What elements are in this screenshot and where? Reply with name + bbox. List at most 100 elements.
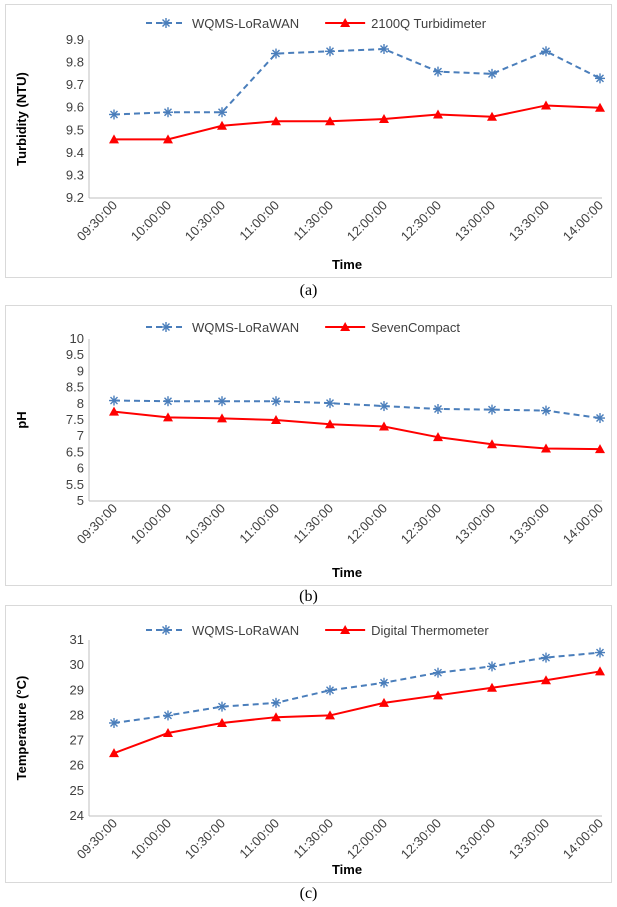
x-tick-label: 12:30:00 — [398, 501, 444, 547]
series-2-point — [379, 697, 389, 707]
y-axis-label: Turbidity (NTU) — [14, 72, 29, 166]
series-2-point — [325, 419, 335, 429]
series-1-point — [433, 403, 443, 414]
series-2-point — [163, 728, 173, 738]
series-line-1 — [113, 399, 601, 420]
y-tick-label: 9.3 — [66, 167, 84, 182]
y-tick-label: 25 — [70, 783, 84, 798]
x-tick-label: 14:00:00 — [560, 501, 606, 547]
y-tick-label: 26 — [70, 758, 84, 773]
series-2-point — [163, 412, 173, 422]
x-tick-label: 13:00:00 — [452, 501, 498, 547]
series-2-point — [433, 432, 443, 442]
y-tick-label: 6 — [77, 461, 84, 476]
series-1-point — [163, 710, 173, 721]
x-tick-label: 11:30:00 — [290, 501, 336, 547]
y-tick-label: 6.5 — [66, 444, 84, 459]
x-tick-label: 11:30:00 — [290, 198, 336, 244]
x-tick-label: 10:00:00 — [128, 198, 174, 244]
x-tick-label: 12:30:00 — [398, 198, 444, 244]
legend-marker-1 — [161, 322, 171, 332]
x-tick-label: 10:00:00 — [128, 501, 174, 547]
series-2-point — [217, 413, 227, 423]
y-tick-label: 9.6 — [66, 100, 84, 115]
series-1-point — [271, 48, 281, 59]
x-axis-label: Time — [332, 862, 362, 877]
x-tick-label: 10:30:00 — [182, 816, 228, 862]
series-2-point — [433, 109, 443, 119]
series-1-point — [433, 66, 443, 77]
x-tick-label: 13:30:00 — [506, 816, 552, 862]
series-2-point — [487, 439, 497, 449]
y-tick-label: 8 — [77, 396, 84, 411]
series-1-point — [487, 68, 497, 79]
series-2-point — [217, 717, 227, 727]
x-tick-label: 10:30:00 — [182, 198, 228, 244]
temperature-chart-panel: 24 25 26 27 28 29 30 31 09:30:00 10:00:00 10:30:00… — [5, 605, 612, 883]
y-tick-label: 9 — [77, 363, 84, 378]
x-tick-label: 13:30:00 — [506, 501, 552, 547]
x-axis-label: Time — [332, 565, 362, 580]
y-tick-label: 9.5 — [66, 122, 84, 137]
legend-label-2: SevenCompact — [371, 320, 460, 335]
x-tick-label: 11:00:00 — [236, 198, 282, 244]
y-tick-label: 31 — [70, 632, 84, 647]
legend-marker-2 — [340, 625, 351, 634]
x-tick-label: 13:30:00 — [506, 198, 552, 244]
y-tick-label: 8.5 — [66, 380, 84, 395]
y-tick-label: 9.8 — [66, 55, 84, 70]
series-2-point — [271, 415, 281, 424]
series-1-point — [325, 398, 335, 409]
x-tick-label: 13:00:00 — [452, 816, 498, 862]
series-2-point — [163, 134, 173, 144]
series-2-point — [487, 111, 497, 121]
caption-b: (b) — [299, 588, 318, 605]
y-tick-label: 9.5 — [66, 347, 84, 362]
y-tick-label: 24 — [70, 808, 84, 823]
legend-marker-1 — [161, 625, 171, 635]
legend-label-1: WQMS-LoRaWAN — [192, 320, 299, 335]
series-2-point — [595, 444, 605, 454]
y-tick-label: 30 — [70, 657, 84, 672]
turbidity-chart: 9.29.39.49.59.69.79.89.909:30:00 10:00:00… — [14, 16, 606, 272]
x-tick-label: 10:00:00 — [128, 816, 174, 862]
y-tick-label: 5 — [77, 493, 84, 508]
y-tick-label: 9.2 — [66, 190, 84, 205]
series-1-point — [541, 652, 551, 663]
series-1-point — [433, 667, 443, 678]
y-tick-label: 9.7 — [66, 77, 84, 92]
legend-marker-1 — [161, 18, 171, 28]
legend-label-2: 2100Q Turbidimeter — [371, 16, 487, 31]
series-2-point — [595, 666, 605, 676]
series-1-point — [271, 697, 281, 708]
series-2-point — [271, 712, 281, 722]
series-2-point — [109, 406, 119, 416]
series-1-point — [325, 685, 335, 696]
series-1-point — [541, 405, 551, 416]
y-axis-label: pH — [14, 411, 29, 428]
turbidity-chart-panel: 9.2 9.3 9.4 9.5 9.6 9.7 9.8 9.9 09:30:00 10:00:00… — [5, 4, 612, 278]
legend-marker-2 — [340, 322, 351, 331]
x-tick-label: 14:00:00 — [560, 816, 606, 862]
caption-a: (a) — [299, 282, 318, 299]
series-1-point — [379, 44, 389, 55]
series-1-point — [163, 396, 173, 407]
series-line-2 — [113, 410, 601, 451]
legend-label-2: Digital Thermometer — [371, 623, 489, 638]
series-1-point — [595, 413, 605, 424]
series-2-point — [109, 748, 119, 758]
series-2-point — [325, 710, 335, 720]
series-1-point — [541, 46, 551, 57]
legend-label-1: WQMS-LoRaWAN — [192, 16, 299, 31]
series-2-point — [379, 421, 389, 431]
legend-marker-2 — [340, 18, 351, 27]
x-tick-label: 11:30:00 — [290, 816, 336, 862]
x-tick-label: 14:00:00 — [560, 198, 606, 244]
series-2-point — [541, 100, 551, 110]
series-line-2 — [114, 104, 601, 141]
x-tick-label: 12:30:00 — [398, 816, 444, 862]
x-tick-label: 11:00:00 — [236, 501, 282, 547]
y-tick-label: 9.4 — [66, 145, 84, 160]
